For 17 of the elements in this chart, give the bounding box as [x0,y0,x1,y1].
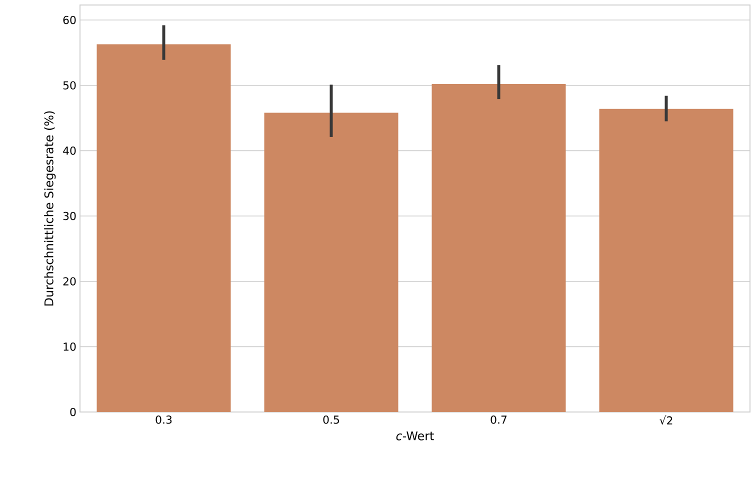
bar [96,44,231,412]
y-tick-label: 30 [63,212,76,220]
x-axis-title: c-Wert [396,431,434,440]
x-tick-label: 0.3 [156,416,172,424]
x-tick-label: 0.5 [323,416,340,424]
y-tick-label: 10 [64,342,76,351]
x-tick-label: √2 [660,416,672,425]
bar [599,108,734,412]
y-tick-label: 50 [63,81,76,90]
bar [432,84,566,412]
y-axis-title: Durchschnittliche Siegesrate (%) [44,111,56,306]
y-tick-label: 0 [70,408,76,416]
y-tick-label: 40 [63,146,76,155]
x-tick-label: 0.7 [490,416,507,424]
bar [264,112,398,412]
y-tick-label: 20 [63,277,76,286]
y-tick-label: 60 [63,16,76,24]
